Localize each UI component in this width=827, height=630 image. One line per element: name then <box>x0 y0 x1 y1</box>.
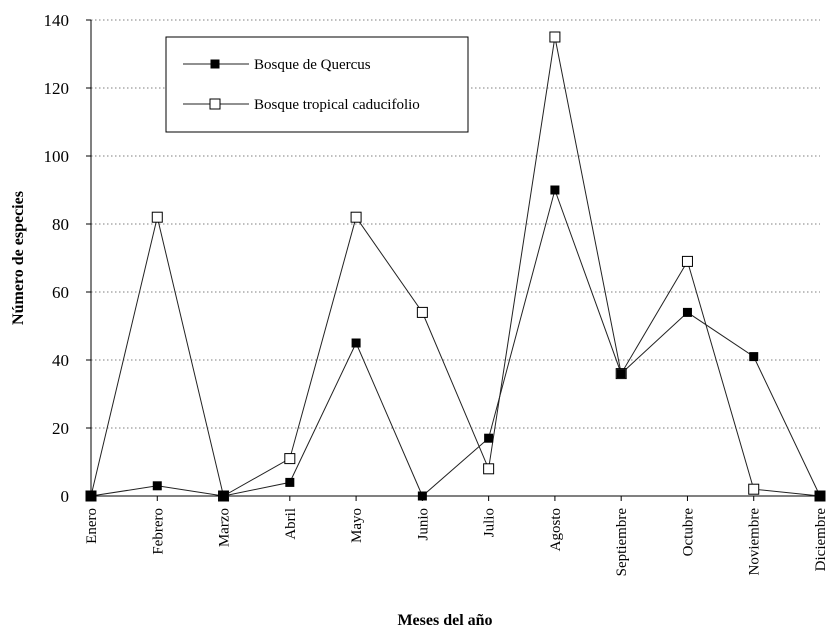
x-tick-label: Enero <box>84 508 100 544</box>
data-point-tropical <box>681 255 693 267</box>
data-point-tropical <box>483 463 495 475</box>
data-point-quercus <box>219 491 229 501</box>
data-point-tropical <box>151 211 163 223</box>
series-markers <box>85 31 826 502</box>
y-tick-label: 80 <box>52 215 69 234</box>
x-tick-label: Mayo <box>349 508 365 543</box>
x-tick-label: Julio <box>482 508 498 537</box>
data-point-tropical <box>748 483 760 495</box>
x-tick-labels: Enero Febrero Marzo Abril Mayo Junio Julio Agos… <box>84 496 827 576</box>
data-point-quercus <box>815 491 825 501</box>
legend: Bosque de Quercus Bosque tropical caduci… <box>165 36 469 133</box>
legend-box <box>165 36 469 133</box>
data-point-quercus <box>616 369 626 379</box>
legend-marker-quercus <box>210 59 220 69</box>
x-tick-label: Agosto <box>548 508 564 551</box>
y-tick-label: 20 <box>52 419 69 438</box>
series-line-tropical <box>90 36 821 497</box>
legend-marker-tropical <box>209 98 221 110</box>
y-tick-label: 120 <box>44 79 70 98</box>
data-point-quercus <box>682 307 692 317</box>
x-tick-label: Septiembre <box>614 508 630 577</box>
data-point-quercus <box>550 185 560 195</box>
y-tick-label: 140 <box>44 11 70 30</box>
data-point-tropical <box>549 31 561 43</box>
data-point-quercus <box>749 352 759 362</box>
data-point-quercus <box>484 433 494 443</box>
x-tick-label: Octubre <box>680 508 696 557</box>
legend-label-tropical: Bosque tropical caducifolio <box>254 97 420 113</box>
data-point-tropical <box>350 211 362 223</box>
x-axis-title: Meses del año <box>397 612 492 629</box>
axes <box>90 20 820 497</box>
data-point-quercus <box>285 477 295 487</box>
data-point-quercus <box>351 338 361 348</box>
x-tick-label: Diciembre <box>813 508 827 572</box>
y-tick-label: 40 <box>52 351 69 370</box>
x-tick-label: Junio <box>415 508 431 541</box>
series-lines <box>90 36 821 497</box>
y-tick-label: 0 <box>61 487 70 506</box>
legend-label-quercus: Bosque de Quercus <box>254 57 371 73</box>
series-line-quercus <box>90 188 821 497</box>
data-point-quercus <box>152 481 162 491</box>
x-tick-label: Noviembre <box>747 508 763 576</box>
x-tick-label: Marzo <box>217 508 233 547</box>
y-axis-title: Número de especies <box>10 191 27 325</box>
y-tick-label: 100 <box>44 147 70 166</box>
data-point-tropical <box>416 306 428 318</box>
data-point-quercus <box>417 491 427 501</box>
data-point-quercus <box>86 491 96 501</box>
y-tick-labels: 0 20 40 60 80 100 120 140 <box>44 11 91 506</box>
x-tick-label: Abril <box>283 508 299 540</box>
y-tick-label: 60 <box>52 283 69 302</box>
data-point-tropical <box>284 453 296 465</box>
x-tick-label: Febrero <box>150 508 166 555</box>
